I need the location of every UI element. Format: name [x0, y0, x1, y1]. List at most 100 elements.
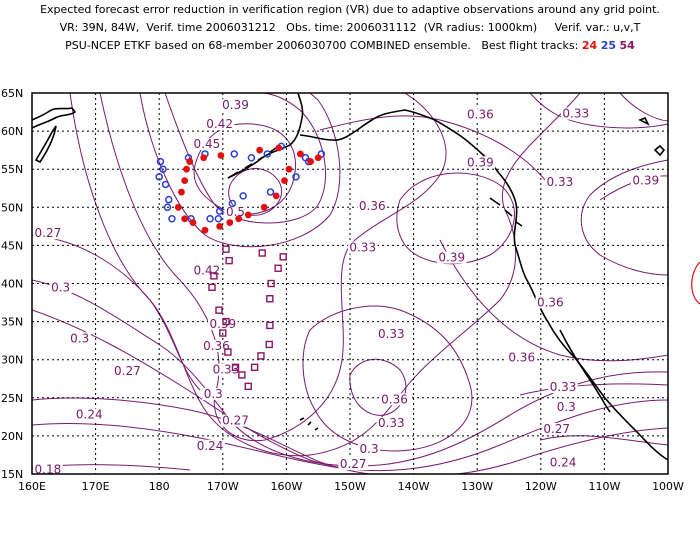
map-subtitle-ensemble: PSU-NCEP ETKF based on 68-member 2006030… — [0, 39, 700, 53]
track-25-marker — [164, 195, 173, 204]
track-25-marker — [156, 157, 165, 166]
track-24-marker — [217, 152, 225, 159]
contour-label-bg — [560, 107, 591, 120]
contour-line — [32, 309, 668, 472]
contour-label-bg — [204, 118, 235, 131]
track-54-marker — [231, 363, 240, 372]
track-54-marker — [210, 272, 218, 280]
contour-value-label: 0.3 — [557, 400, 576, 414]
contour-value-label: 0.24 — [550, 456, 577, 470]
contour-line — [439, 239, 668, 362]
lat-tick-label: 15N — [1, 468, 23, 481]
contour-label-bg — [211, 363, 241, 376]
contour-value-label: 0.33 — [349, 241, 376, 255]
lat-tick-label: 50N — [1, 201, 23, 214]
contour-value-label: 0.3 — [70, 331, 89, 345]
contour-value-label: 0.36 — [381, 392, 408, 406]
contour-line — [349, 358, 407, 416]
lat-tick-label: 40N — [1, 278, 23, 291]
legend-track-blue: 25 — [600, 39, 616, 52]
lon-tick-label: 140W — [398, 480, 430, 493]
contour-label-bg — [338, 458, 368, 471]
contour-value-label: 0.3 — [204, 387, 223, 401]
track-24-marker — [181, 215, 189, 223]
contour-value-label: 0.3 — [51, 280, 70, 294]
coastline-alaska — [227, 93, 668, 461]
contour-value-label: 0.33 — [550, 380, 577, 394]
contour-value-label: 0.3 — [360, 442, 379, 456]
lat-tick-label: 35N — [1, 316, 23, 329]
map-subtitle-verification: VR: 39N, 84W, Verif. time 2006031212 Obs… — [59, 21, 641, 34]
lon-tick-label: 130W — [461, 480, 493, 493]
contour-value-label: 0.33 — [547, 175, 574, 189]
track-24-marker — [275, 144, 283, 152]
track-54-marker — [215, 306, 223, 314]
contour-value-label: 0.36 — [508, 350, 535, 364]
contour-label-bg — [465, 156, 496, 169]
contour-label-bg — [548, 456, 578, 469]
track-25-marker — [206, 214, 214, 223]
track-25-marker — [214, 214, 223, 223]
lon-tick-label: 160W — [270, 480, 302, 493]
track-25-marker — [247, 154, 256, 162]
track-54-marker — [219, 329, 227, 337]
track-24-marker — [314, 154, 322, 162]
lat-tick-label: 65N — [1, 87, 23, 100]
contour-label-bg — [555, 400, 578, 413]
contour-value-label: 0.27 — [114, 364, 141, 378]
contour-label-bg — [112, 365, 143, 378]
track-24-marker — [307, 158, 314, 165]
contour-line — [32, 422, 341, 469]
contour-value-label: 0.39 — [632, 174, 659, 188]
contour-label-bg — [357, 442, 381, 455]
map-title: Expected forecast error reduction in ver… — [40, 3, 660, 16]
contour-line — [32, 234, 201, 391]
coastline-kamchatka — [34, 125, 57, 164]
track-24-marker — [256, 146, 264, 154]
contour-line — [619, 93, 668, 122]
contour-label-bg — [74, 408, 105, 421]
track-54-marker — [208, 283, 216, 292]
contour-line — [396, 172, 515, 265]
track-24-marker — [181, 177, 189, 185]
contour-value-label: 0.42 — [194, 264, 221, 278]
contour-value-label: 0.36 — [203, 339, 230, 353]
track-54-marker — [265, 340, 273, 349]
track-25-marker — [155, 173, 163, 181]
contour-label-bg — [192, 138, 222, 151]
track-54-marker — [279, 253, 287, 261]
contour-label-bg — [506, 351, 537, 364]
track-25-marker — [161, 180, 170, 189]
coastline-hawaii — [299, 417, 319, 431]
contour-label-bg — [535, 296, 566, 309]
track-54-marker — [274, 264, 282, 272]
longitude-labels: 160E 170E 180 170W 160W 150W 140W 130W 120W 110W 1… — [18, 480, 684, 493]
contour-value-label: 0.33 — [378, 327, 405, 341]
grid-lines — [32, 93, 668, 474]
contour-line — [580, 159, 668, 276]
track-54-marker — [222, 245, 230, 253]
contour-label-bg — [33, 463, 63, 476]
contour-line — [32, 397, 668, 474]
contour-value-label: 0.27 — [222, 414, 249, 428]
contour-value-label: 0.39 — [467, 155, 494, 169]
contour-value-label: 0.24 — [197, 439, 224, 453]
coastline-baja — [559, 329, 611, 413]
contour-line — [539, 435, 668, 446]
track-24-marker — [178, 188, 185, 196]
lon-tick-label: 100W — [652, 480, 684, 493]
track-24-marker — [216, 222, 224, 230]
lon-tick-label: 150W — [334, 480, 366, 493]
contour-label-bg — [202, 387, 225, 400]
track-25-marker — [228, 199, 237, 208]
contour-line — [139, 93, 341, 248]
contour-value-label: 0.33 — [378, 416, 405, 430]
track-25-marker — [163, 203, 172, 212]
contour-value-label: 0.33 — [562, 107, 589, 121]
coastline-bc-islands — [489, 197, 523, 227]
lat-tick-label: 30N — [1, 354, 23, 367]
track-24-marker — [272, 192, 280, 200]
track-25-marker — [230, 150, 238, 158]
contour-label-bg — [68, 332, 91, 345]
contour-label-bg — [357, 199, 388, 212]
